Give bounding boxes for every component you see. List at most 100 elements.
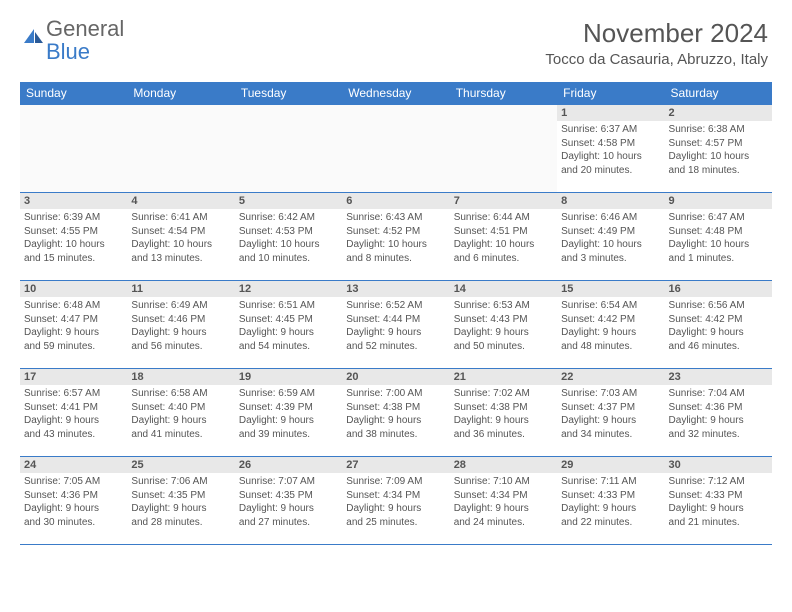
day-cell: 9Sunrise: 6:47 AMSunset: 4:48 PMDaylight… [665,193,772,281]
day-cell: 5Sunrise: 6:42 AMSunset: 4:53 PMDaylight… [235,193,342,281]
day-cell: 30Sunrise: 7:12 AMSunset: 4:33 PMDayligh… [665,457,772,545]
day-details: Sunrise: 7:03 AMSunset: 4:37 PMDaylight:… [557,385,664,445]
month-title: November 2024 [545,18,768,49]
week-row: 1Sunrise: 6:37 AMSunset: 4:58 PMDaylight… [20,105,772,193]
day-cell: 28Sunrise: 7:10 AMSunset: 4:34 PMDayligh… [450,457,557,545]
day-header: Saturday [665,82,772,105]
day-cell: 18Sunrise: 6:58 AMSunset: 4:40 PMDayligh… [127,369,234,457]
day-number: 24 [20,457,127,473]
day-number: 8 [557,193,664,209]
day-header: Thursday [450,82,557,105]
day-cell: 29Sunrise: 7:11 AMSunset: 4:33 PMDayligh… [557,457,664,545]
day-number: 26 [235,457,342,473]
day-number: 30 [665,457,772,473]
day-number: 2 [665,105,772,121]
day-details: Sunrise: 6:46 AMSunset: 4:49 PMDaylight:… [557,209,664,269]
day-details: Sunrise: 6:47 AMSunset: 4:48 PMDaylight:… [665,209,772,269]
day-cell: 14Sunrise: 6:53 AMSunset: 4:43 PMDayligh… [450,281,557,369]
day-cell: 7Sunrise: 6:44 AMSunset: 4:51 PMDaylight… [450,193,557,281]
day-details: Sunrise: 6:41 AMSunset: 4:54 PMDaylight:… [127,209,234,269]
day-number: 3 [20,193,127,209]
day-number: 19 [235,369,342,385]
day-header: Wednesday [342,82,449,105]
day-details: Sunrise: 6:43 AMSunset: 4:52 PMDaylight:… [342,209,449,269]
day-number: 28 [450,457,557,473]
day-cell: 27Sunrise: 7:09 AMSunset: 4:34 PMDayligh… [342,457,449,545]
day-details: Sunrise: 6:39 AMSunset: 4:55 PMDaylight:… [20,209,127,269]
day-number: 14 [450,281,557,297]
week-row: 24Sunrise: 7:05 AMSunset: 4:36 PMDayligh… [20,457,772,545]
day-details: Sunrise: 6:58 AMSunset: 4:40 PMDaylight:… [127,385,234,445]
day-details: Sunrise: 6:42 AMSunset: 4:53 PMDaylight:… [235,209,342,269]
day-number: 15 [557,281,664,297]
day-number: 27 [342,457,449,473]
empty-cell [235,105,342,193]
day-header-row: SundayMondayTuesdayWednesdayThursdayFrid… [20,82,772,105]
week-row: 17Sunrise: 6:57 AMSunset: 4:41 PMDayligh… [20,369,772,457]
day-cell: 3Sunrise: 6:39 AMSunset: 4:55 PMDaylight… [20,193,127,281]
empty-cell [20,105,127,193]
day-number: 17 [20,369,127,385]
day-details: Sunrise: 7:11 AMSunset: 4:33 PMDaylight:… [557,473,664,533]
calendar-body: 1Sunrise: 6:37 AMSunset: 4:58 PMDaylight… [20,105,772,545]
day-cell: 25Sunrise: 7:06 AMSunset: 4:35 PMDayligh… [127,457,234,545]
day-cell: 20Sunrise: 7:00 AMSunset: 4:38 PMDayligh… [342,369,449,457]
day-number: 18 [127,369,234,385]
day-number: 5 [235,193,342,209]
day-number: 22 [557,369,664,385]
logo: General Blue [24,18,124,64]
day-number: 20 [342,369,449,385]
day-header: Friday [557,82,664,105]
location-subtitle: Tocco da Casauria, Abruzzo, Italy [545,51,768,68]
day-cell: 12Sunrise: 6:51 AMSunset: 4:45 PMDayligh… [235,281,342,369]
day-number: 7 [450,193,557,209]
day-cell: 16Sunrise: 6:56 AMSunset: 4:42 PMDayligh… [665,281,772,369]
day-cell: 6Sunrise: 6:43 AMSunset: 4:52 PMDaylight… [342,193,449,281]
day-cell: 17Sunrise: 6:57 AMSunset: 4:41 PMDayligh… [20,369,127,457]
day-details: Sunrise: 7:07 AMSunset: 4:35 PMDaylight:… [235,473,342,533]
page-header: General Blue November 2024 Tocco da Casa… [0,0,792,76]
day-details: Sunrise: 6:51 AMSunset: 4:45 PMDaylight:… [235,297,342,357]
day-cell: 8Sunrise: 6:46 AMSunset: 4:49 PMDaylight… [557,193,664,281]
day-details: Sunrise: 7:12 AMSunset: 4:33 PMDaylight:… [665,473,772,533]
day-details: Sunrise: 6:57 AMSunset: 4:41 PMDaylight:… [20,385,127,445]
day-header: Tuesday [235,82,342,105]
logo-sail-icon [24,29,44,45]
day-number: 25 [127,457,234,473]
day-details: Sunrise: 7:02 AMSunset: 4:38 PMDaylight:… [450,385,557,445]
day-cell: 15Sunrise: 6:54 AMSunset: 4:42 PMDayligh… [557,281,664,369]
empty-cell [127,105,234,193]
day-details: Sunrise: 6:44 AMSunset: 4:51 PMDaylight:… [450,209,557,269]
day-details: Sunrise: 6:56 AMSunset: 4:42 PMDaylight:… [665,297,772,357]
day-cell: 10Sunrise: 6:48 AMSunset: 4:47 PMDayligh… [20,281,127,369]
day-number: 12 [235,281,342,297]
day-details: Sunrise: 7:05 AMSunset: 4:36 PMDaylight:… [20,473,127,533]
day-details: Sunrise: 6:48 AMSunset: 4:47 PMDaylight:… [20,297,127,357]
logo-word-1: General [46,16,124,41]
day-details: Sunrise: 6:52 AMSunset: 4:44 PMDaylight:… [342,297,449,357]
day-cell: 24Sunrise: 7:05 AMSunset: 4:36 PMDayligh… [20,457,127,545]
day-details: Sunrise: 7:00 AMSunset: 4:38 PMDaylight:… [342,385,449,445]
day-details: Sunrise: 6:38 AMSunset: 4:57 PMDaylight:… [665,121,772,181]
day-header: Monday [127,82,234,105]
day-header: Sunday [20,82,127,105]
empty-cell [342,105,449,193]
day-details: Sunrise: 6:37 AMSunset: 4:58 PMDaylight:… [557,121,664,181]
day-number: 16 [665,281,772,297]
week-row: 3Sunrise: 6:39 AMSunset: 4:55 PMDaylight… [20,193,772,281]
day-details: Sunrise: 6:54 AMSunset: 4:42 PMDaylight:… [557,297,664,357]
day-cell: 21Sunrise: 7:02 AMSunset: 4:38 PMDayligh… [450,369,557,457]
day-details: Sunrise: 6:53 AMSunset: 4:43 PMDaylight:… [450,297,557,357]
day-number: 6 [342,193,449,209]
day-details: Sunrise: 7:06 AMSunset: 4:35 PMDaylight:… [127,473,234,533]
day-number: 9 [665,193,772,209]
day-number: 23 [665,369,772,385]
calendar-table: SundayMondayTuesdayWednesdayThursdayFrid… [20,82,772,545]
day-details: Sunrise: 6:59 AMSunset: 4:39 PMDaylight:… [235,385,342,445]
day-cell: 4Sunrise: 6:41 AMSunset: 4:54 PMDaylight… [127,193,234,281]
day-cell: 26Sunrise: 7:07 AMSunset: 4:35 PMDayligh… [235,457,342,545]
day-number: 4 [127,193,234,209]
empty-cell [450,105,557,193]
day-number: 29 [557,457,664,473]
day-number: 11 [127,281,234,297]
